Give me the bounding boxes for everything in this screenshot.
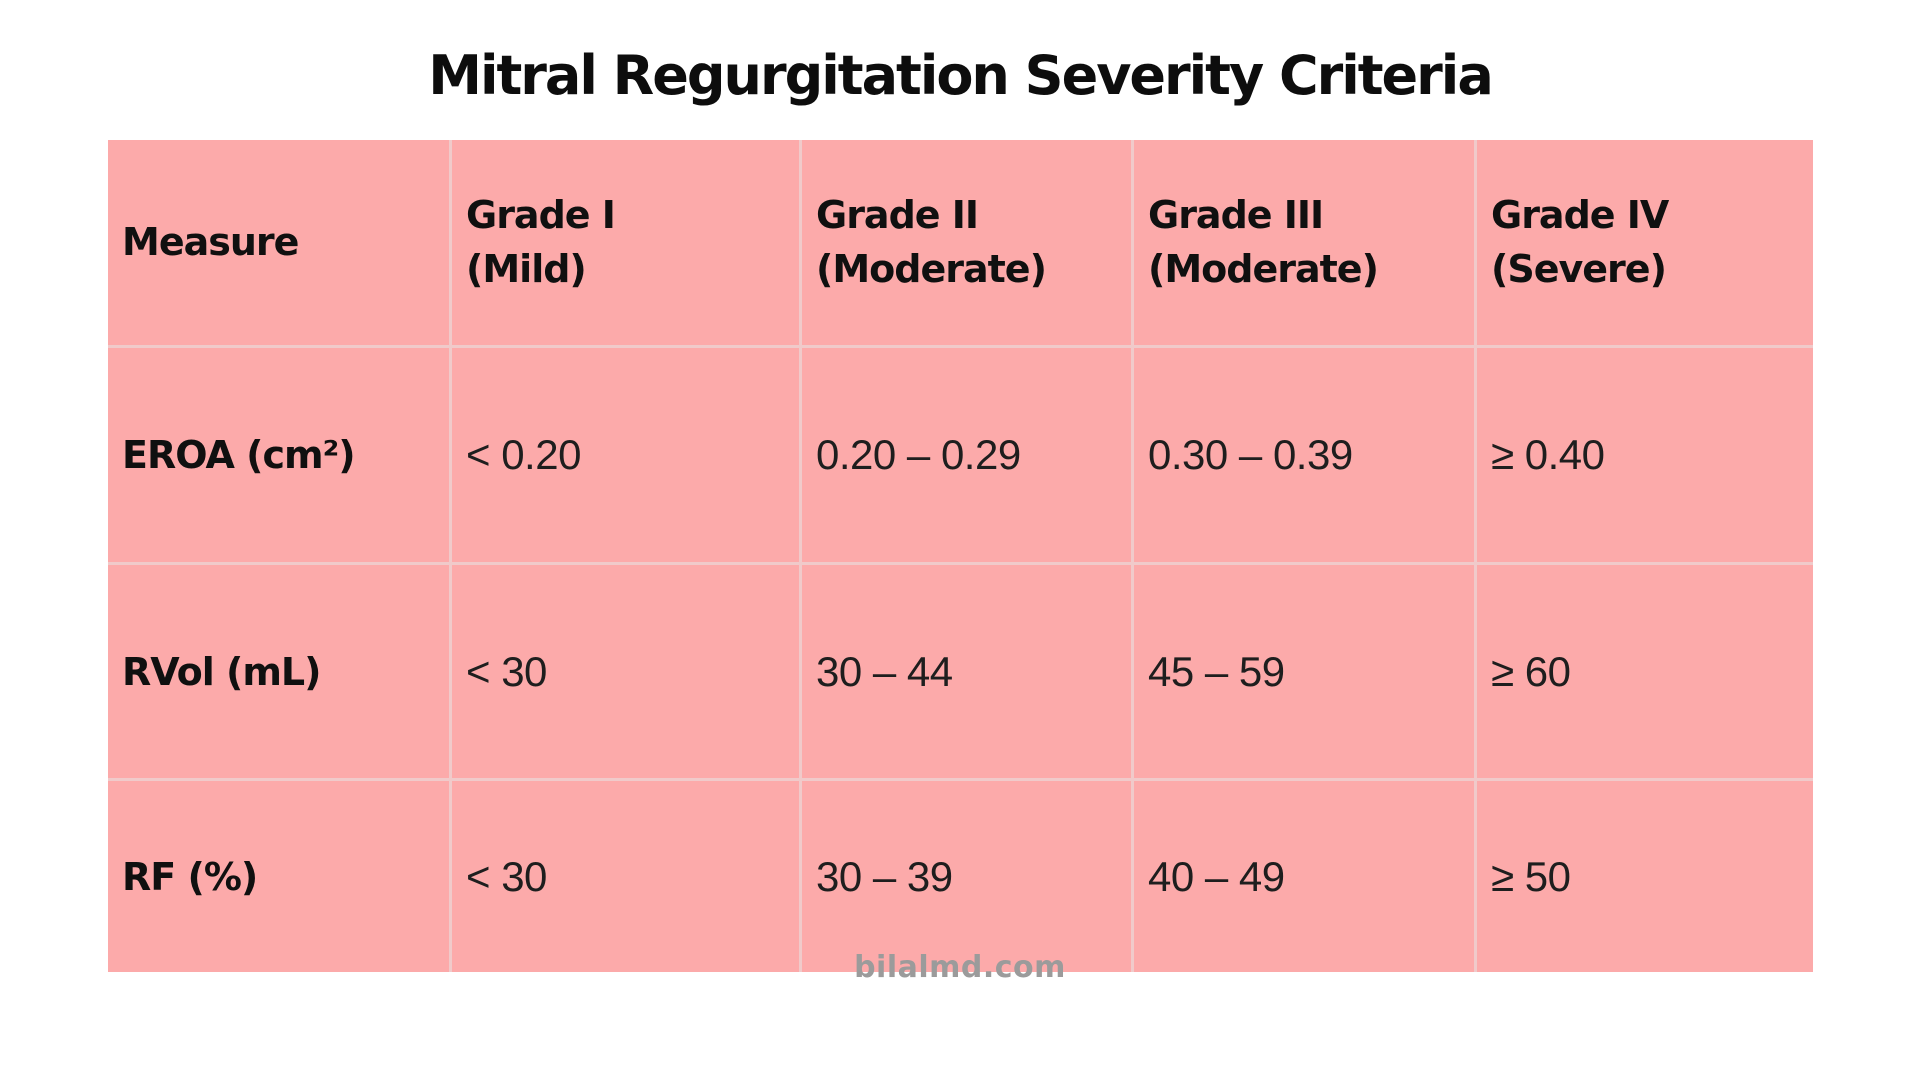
cell-value: 40 – 49 xyxy=(1148,852,1285,900)
table-row-rvol-measure: RVol (mL) xyxy=(108,565,452,781)
header-sublabel: (Moderate) xyxy=(1148,246,1379,291)
severity-criteria-table: Measure Grade I (Mild) Grade II (Moderat… xyxy=(108,140,1813,972)
header-label: Grade II xyxy=(816,193,979,238)
row-label: RVol (mL) xyxy=(122,649,322,694)
table-cell-rf-grade4: ≥ 50 xyxy=(1477,781,1813,972)
watermark: bilalmd.com xyxy=(854,950,1066,985)
table-cell-rf-grade2: 30 – 39 xyxy=(802,781,1134,972)
cell-value: 45 – 59 xyxy=(1148,647,1285,695)
cell-value: ≥ 0.40 xyxy=(1491,431,1605,478)
header-sublabel: (Mild) xyxy=(466,246,587,291)
header-sublabel: (Moderate) xyxy=(816,246,1047,291)
table-cell-eroa-grade4: ≥ 0.40 xyxy=(1477,348,1813,565)
header-sublabel: (Severe) xyxy=(1491,246,1667,291)
header-cell-grade2: Grade II (Moderate) xyxy=(802,140,1134,348)
cell-value: 30 – 39 xyxy=(816,852,953,900)
table-cell-eroa-grade3: 0.30 – 0.39 xyxy=(1134,348,1477,565)
header-label: Grade III xyxy=(1148,193,1324,238)
header-cell-grade1: Grade I (Mild) xyxy=(452,140,802,348)
cell-value: 0.20 – 0.29 xyxy=(816,431,1021,478)
cell-value: 30 – 44 xyxy=(816,647,953,695)
table-cell-rvol-grade3: 45 – 59 xyxy=(1134,565,1477,781)
cell-value: < 30 xyxy=(466,647,547,695)
table-cell-rf-grade3: 40 – 49 xyxy=(1134,781,1477,972)
header-label: Grade I xyxy=(466,193,616,238)
table-cell-eroa-grade1: < 0.20 xyxy=(452,348,802,565)
table-cell-rvol-grade2: 30 – 44 xyxy=(802,565,1134,781)
cell-value: 0.30 – 0.39 xyxy=(1148,431,1353,478)
table-cell-rf-grade1: < 30 xyxy=(452,781,802,972)
table-row-rf-measure: RF (%) xyxy=(108,781,452,972)
cell-value: < 0.20 xyxy=(466,431,581,478)
table-cell-rvol-grade1: < 30 xyxy=(452,565,802,781)
page-title: Mitral Regurgitation Severity Criteria xyxy=(428,44,1494,107)
table-row-eroa-measure: EROA (cm²) xyxy=(108,348,452,565)
cell-value: < 30 xyxy=(466,852,547,900)
header-cell-grade3: Grade III (Moderate) xyxy=(1134,140,1477,348)
header-label: Measure xyxy=(122,219,299,264)
header-cell-grade4: Grade IV (Severe) xyxy=(1477,140,1813,348)
table-cell-rvol-grade4: ≥ 60 xyxy=(1477,565,1813,781)
table-cell-eroa-grade2: 0.20 – 0.29 xyxy=(802,348,1134,565)
row-label: EROA (cm²) xyxy=(122,433,356,477)
cell-value: ≥ 60 xyxy=(1491,647,1571,695)
row-label: RF (%) xyxy=(122,854,258,899)
header-cell-measure: Measure xyxy=(108,140,452,348)
cell-value: ≥ 50 xyxy=(1491,852,1571,900)
header-label: Grade IV xyxy=(1491,193,1669,238)
